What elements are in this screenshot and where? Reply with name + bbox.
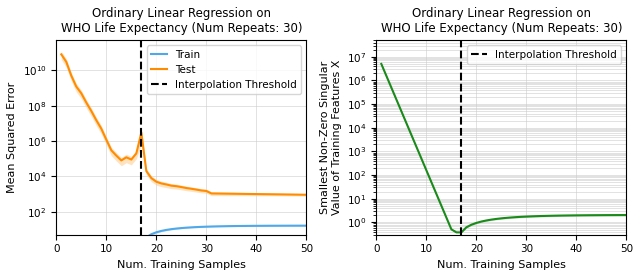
Line: Train: Train: [141, 226, 307, 244]
Test: [143, 170, 150, 173]
Train: [283, 224, 291, 227]
Train: [202, 225, 210, 228]
Interpolation Threshold: [458, 221, 465, 224]
Test: [147, 176, 155, 180]
Test: [287, 193, 295, 196]
Test: [188, 187, 195, 190]
Title: Ordinary Linear Regression on
WHO Life Expectancy (Num Repeats: 30): Ordinary Linear Regression on WHO Life E…: [381, 7, 622, 35]
Train: [163, 228, 170, 232]
Legend: Interpolation Threshold: Interpolation Threshold: [467, 45, 621, 64]
Train: [177, 226, 185, 230]
Test: [243, 192, 250, 196]
Test: [262, 193, 270, 196]
Test: [232, 192, 240, 196]
Test: [163, 183, 170, 186]
Legend: Train, Test, Interpolation Threshold: Train, Test, Interpolation Threshold: [147, 45, 301, 94]
Test: [127, 158, 135, 161]
Test: [67, 74, 75, 77]
Train: [243, 224, 250, 228]
Train: [152, 231, 160, 234]
Test: [118, 159, 125, 162]
Test: [132, 152, 140, 155]
Test: [298, 193, 305, 196]
Test: [292, 193, 300, 196]
Train: [228, 224, 236, 228]
Train: [257, 224, 265, 227]
Test: [63, 60, 70, 63]
Test: [77, 92, 85, 95]
Test: [92, 119, 100, 122]
Test: [88, 109, 95, 113]
Test: [122, 156, 130, 159]
Train: [147, 233, 155, 236]
Test: [177, 185, 185, 189]
Test: [113, 154, 120, 157]
Train: [218, 225, 225, 228]
Test: [173, 184, 180, 188]
Train: [248, 224, 255, 227]
Train: [143, 236, 150, 239]
Train: [198, 225, 205, 229]
Train: [303, 224, 310, 227]
Title: Ordinary Linear Regression on
WHO Life Expectancy (Num Repeats: 30): Ordinary Linear Regression on WHO Life E…: [61, 7, 302, 35]
Test: [97, 127, 105, 130]
Test: [182, 186, 190, 190]
Test: [152, 180, 160, 183]
Train: [232, 224, 240, 228]
Test: [157, 182, 165, 185]
Train: [253, 224, 260, 227]
Train: [278, 224, 285, 227]
Test: [138, 131, 145, 134]
Test: [303, 193, 310, 196]
Train: [292, 224, 300, 227]
Test: [273, 193, 280, 196]
Test: [283, 193, 291, 196]
Test: [278, 193, 285, 196]
Test: [228, 192, 236, 195]
Train: [207, 225, 215, 228]
Train: [268, 224, 275, 227]
Train: [287, 224, 295, 227]
Train: [223, 225, 230, 228]
Test: [207, 192, 215, 195]
Train: [273, 224, 280, 227]
Test: [193, 188, 200, 191]
Train: [188, 226, 195, 229]
Train: [138, 242, 145, 246]
Y-axis label: Mean Squared Error: Mean Squared Error: [7, 82, 17, 193]
Train: [212, 225, 220, 228]
Line: Test: Test: [61, 54, 307, 195]
Test: [72, 85, 80, 88]
Train: [182, 226, 190, 229]
Test: [223, 192, 230, 195]
Test: [248, 192, 255, 196]
Test: [237, 192, 245, 196]
Y-axis label: Smallest Non-Zero Singular
Value of Training Features X: Smallest Non-Zero Singular Value of Trai…: [320, 60, 342, 215]
Test: [268, 193, 275, 196]
Test: [253, 193, 260, 196]
Test: [257, 193, 265, 196]
Train: [262, 224, 270, 227]
Test: [218, 192, 225, 195]
Test: [202, 189, 210, 193]
Train: [237, 224, 245, 228]
X-axis label: Num. Training Samples: Num. Training Samples: [437, 260, 566, 270]
Test: [212, 192, 220, 195]
Test: [102, 138, 110, 141]
Train: [298, 224, 305, 227]
Test: [168, 184, 175, 187]
Test: [83, 101, 90, 104]
Test: [198, 189, 205, 192]
Train: [173, 227, 180, 230]
Train: [157, 229, 165, 233]
Train: [168, 227, 175, 231]
X-axis label: Num. Training Samples: Num. Training Samples: [117, 260, 246, 270]
Test: [58, 53, 65, 56]
Interpolation Threshold: [138, 245, 145, 249]
Train: [193, 225, 200, 229]
Test: [108, 149, 115, 152]
